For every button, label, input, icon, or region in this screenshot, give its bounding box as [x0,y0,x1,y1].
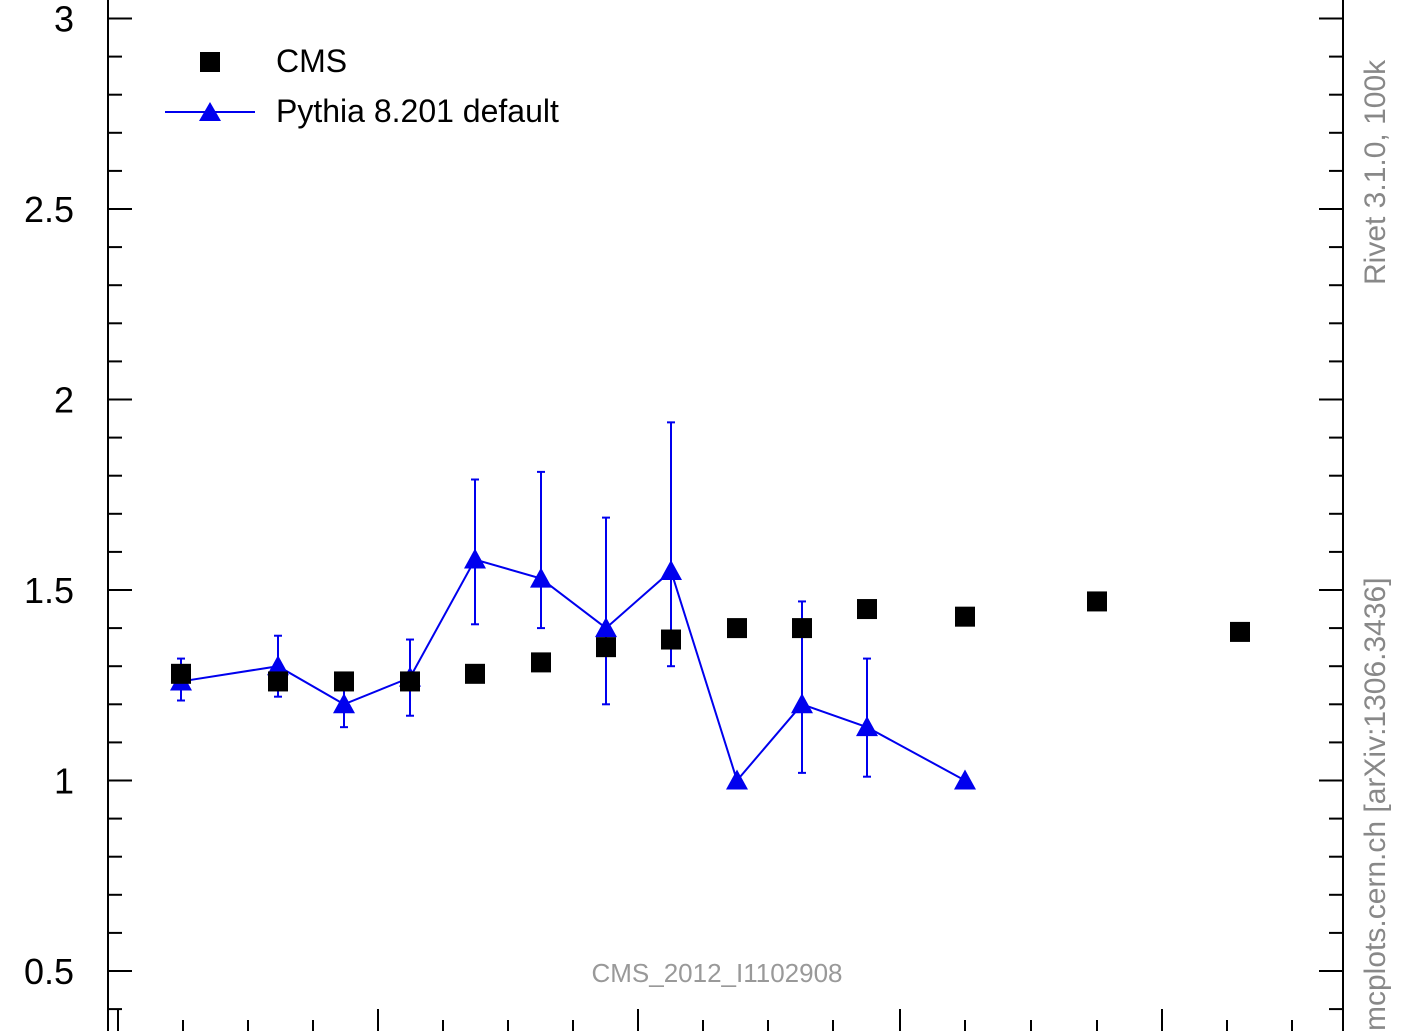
cms-point [465,663,485,684]
y-tick-label: 1 [54,761,74,802]
mcplots-label: mcplots.cern.ch [arXiv:1306.3436] [1359,577,1392,1031]
y-tick-label: 3 [54,0,74,40]
cms-point [531,652,551,673]
analysis-id-label: CMS_2012_I1102908 [591,958,842,988]
cms-point [1230,621,1250,642]
legend-cms-marker [200,52,220,72]
cms-point [171,663,191,684]
y-tick-label: 1.5 [24,570,74,611]
cms-point [727,618,747,639]
legend: CMS Pythia 8.201 default [165,43,559,129]
legend-pythia-marker [199,102,221,121]
y-axis-ticks: 0.5 1 1.5 2 2.5 3 [24,0,1343,1011]
cms-point [661,629,681,650]
pythia-point [267,655,289,676]
cms-point [792,618,812,639]
x-axis-ticks [117,1009,1293,1031]
cms-point [596,637,616,658]
cms-series [171,591,1250,692]
pythia-point [856,716,878,737]
cms-point [400,671,420,692]
cms-point [334,671,354,692]
rivet-version-label: Rivet 3.1.0, 100k [1359,59,1392,285]
y-tick-label: 0.5 [24,951,74,992]
pythia-point [791,693,813,714]
plot-frame [107,0,1344,1031]
pythia-point [954,769,976,790]
pythia-point [464,548,486,569]
pythia-line [180,558,966,783]
cms-point [1087,591,1107,612]
pythia-point [595,617,617,638]
cms-point [955,606,975,627]
legend-cms-label: CMS [276,43,347,79]
pythia-point [726,769,748,790]
cms-point [268,671,288,692]
pythia-series [170,421,976,790]
y-tick-label: 2 [54,380,74,421]
pythia-point [660,559,682,580]
y-tick-label: 2.5 [24,189,74,230]
pythia-point [333,693,355,714]
pythia-point [530,567,552,588]
legend-pythia-label: Pythia 8.201 default [276,93,559,129]
cms-point [857,599,877,620]
